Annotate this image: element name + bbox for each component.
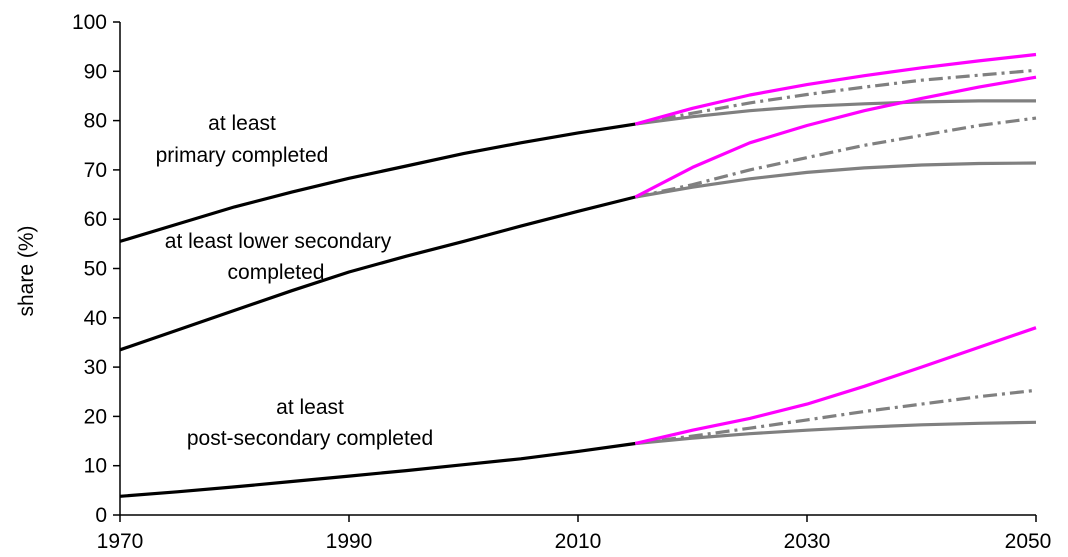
y-tick-label: 0 [95, 504, 107, 527]
series-line-post-secondary-scenario-high [634, 326, 1037, 446]
series-line-post-secondary-historical [119, 441, 636, 498]
y-tick-label: 40 [84, 307, 107, 330]
series-line-lower-secondary-scenario-low [635, 161, 1037, 199]
y-axis-title: share (%) [15, 225, 38, 316]
series-group [119, 52, 1037, 498]
annotation-post-secondary-line2: post-secondary completed [187, 427, 433, 450]
x-tick-label: 2030 [784, 530, 831, 553]
series-line-lower-secondary-scenario-high [634, 75, 1037, 199]
annotation-primary-line1: at least [208, 112, 276, 135]
annotations: at least primary completed at least lowe… [156, 112, 434, 450]
series-line-post-secondary-scenario-mid [635, 388, 1037, 446]
y-tick-label: 90 [84, 60, 107, 83]
annotation-post-secondary-line1: at least [276, 396, 344, 419]
annotation-primary-line2: primary completed [156, 144, 329, 167]
series-line-primary-scenario-low [635, 99, 1036, 126]
x-tick-label: 1990 [326, 530, 373, 553]
y-tick-label: 30 [84, 356, 107, 379]
annotation-lower-secondary-line2: completed [228, 261, 325, 284]
x-tick-label: 1970 [97, 530, 144, 553]
y-tick-label: 50 [84, 258, 107, 281]
y-tick-label: 70 [84, 159, 107, 182]
x-tick-label: 2010 [555, 530, 602, 553]
y-tick-label: 20 [84, 405, 107, 428]
series-line-primary-scenario-mid [635, 68, 1037, 126]
y-tick-label: 80 [84, 110, 107, 133]
y-tick-label: 60 [84, 208, 107, 231]
series-line-post-secondary-scenario-low [635, 420, 1037, 446]
y-tick-label: 100 [72, 11, 107, 34]
series-line-primary-scenario-high [634, 52, 1037, 126]
x-tick-label: 2050 [1005, 530, 1052, 553]
series-line-primary-historical [119, 122, 636, 243]
series-line-lower-secondary-historical [119, 195, 636, 352]
series-line-lower-secondary-scenario-mid [634, 116, 1037, 199]
y-tick-label: 10 [84, 455, 107, 478]
annotation-lower-secondary-line1: at least lower secondary [165, 230, 392, 253]
